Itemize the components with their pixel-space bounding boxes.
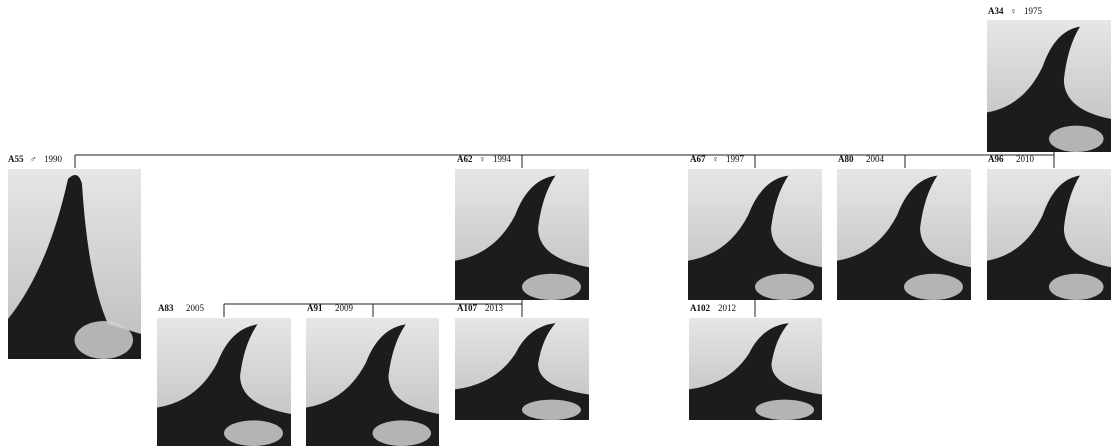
fin-photo <box>689 318 822 420</box>
node-id: A67 <box>690 154 706 164</box>
node-label: A83 2005 <box>158 303 205 313</box>
node-year: 1975 <box>1024 6 1043 16</box>
saddle-patch <box>522 400 581 420</box>
node-id: A83 <box>158 303 174 313</box>
node-id: A102 <box>690 303 710 313</box>
saddle-patch <box>522 274 581 300</box>
fin-photo <box>157 318 291 446</box>
orca-node: A102 2012 <box>689 303 822 420</box>
node-id: A107 <box>457 303 477 313</box>
orca-node: A62 ♀ 1994 <box>455 154 589 300</box>
orca-node: A55 ♂ 1990 <box>8 154 141 359</box>
saddle-patch <box>224 420 283 446</box>
fin-photo <box>987 169 1111 300</box>
saddle-patch <box>756 400 815 420</box>
orca-node: A91 2009 <box>306 303 439 446</box>
orca-node: A107 2013 <box>455 303 589 420</box>
node-id: A91 <box>307 303 323 313</box>
orca-node: A34 ♀ 1975 <box>987 6 1111 152</box>
node-label: A67 ♀ 1997 <box>690 154 745 164</box>
fin-photo <box>455 318 589 420</box>
fin-photo <box>837 169 971 300</box>
saddle-patch <box>1049 274 1104 300</box>
fin-photo <box>688 169 822 300</box>
node-year: 2004 <box>866 154 885 164</box>
node-sex: ♀ <box>712 154 719 164</box>
node-id: A96 <box>988 154 1004 164</box>
orca-node: A96 2010 <box>987 154 1111 300</box>
fin-photo <box>455 169 589 300</box>
node-year: 1990 <box>44 154 63 164</box>
saddle-patch <box>373 420 432 446</box>
saddle-patch <box>755 274 814 300</box>
orca-node: A80 2004 <box>837 154 971 300</box>
orca-node: A83 2005 <box>157 303 291 446</box>
orca-node: A67 ♀ 1997 <box>688 154 822 300</box>
node-label: A55 ♂ 1990 <box>8 154 63 164</box>
node-label: A62 ♀ 1994 <box>457 154 512 164</box>
fin-photo <box>8 169 141 359</box>
node-year: 2013 <box>485 303 504 313</box>
saddle-patch <box>75 321 134 359</box>
node-id: A62 <box>457 154 473 164</box>
node-sex: ♀ <box>1010 6 1017 16</box>
node-year: 2012 <box>718 303 736 313</box>
saddle-patch <box>1049 126 1104 152</box>
node-year: 2005 <box>186 303 205 313</box>
node-label: A34 ♀ 1975 <box>988 6 1043 16</box>
fin-photo <box>987 20 1111 152</box>
node-id: A55 <box>8 154 24 164</box>
node-id: A80 <box>838 154 854 164</box>
node-year: 1994 <box>493 154 512 164</box>
node-id: A34 <box>988 6 1004 16</box>
family-tree: A34♀1975A55♂1990A62♀1994A67♀1997A802004A… <box>0 0 1112 448</box>
node-year: 1997 <box>726 154 745 164</box>
saddle-patch <box>904 274 963 300</box>
node-year: 2009 <box>335 303 354 313</box>
node-label: A102 2012 <box>690 303 736 313</box>
node-sex: ♂ <box>30 154 37 164</box>
node-year: 2010 <box>1016 154 1035 164</box>
node-sex: ♀ <box>479 154 486 164</box>
fin-photo <box>306 318 439 446</box>
